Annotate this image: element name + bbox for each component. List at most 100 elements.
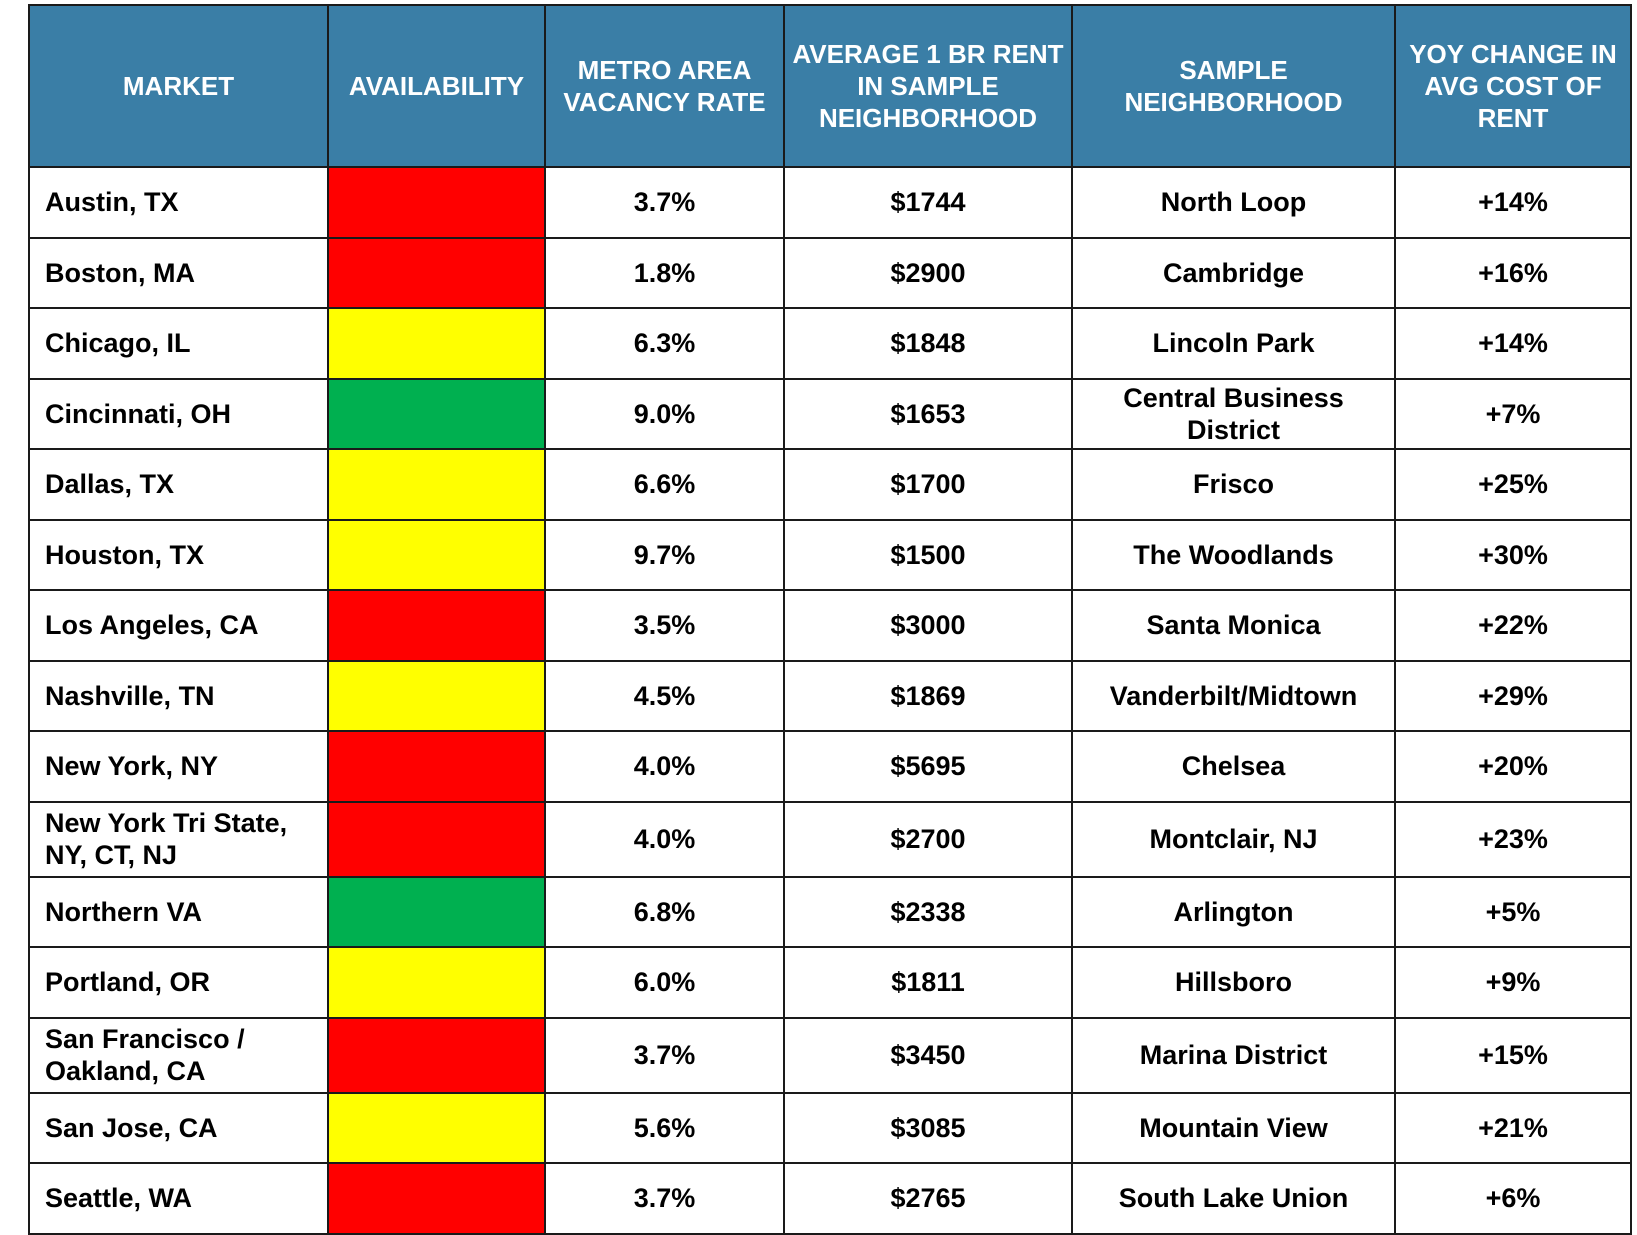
average-rent-cell: $2765 xyxy=(783,1162,1073,1235)
average-rent-cell: $1848 xyxy=(783,307,1073,380)
yoy-change-cell: +23% xyxy=(1394,800,1632,878)
table-row: San Jose, CA 5.6% $3085 Mountain View +21% xyxy=(28,1091,1632,1164)
availability-cell xyxy=(327,875,546,948)
vacancy-rate-cell: 1.8% xyxy=(544,236,785,309)
average-rent-cell: $3450 xyxy=(783,1016,1073,1094)
market-cell: Portland, OR xyxy=(28,946,329,1019)
neighborhood-cell: South Lake Union xyxy=(1071,1162,1396,1235)
market-cell: San Francisco / Oakland, CA xyxy=(28,1016,329,1094)
average-rent-cell: $5695 xyxy=(783,730,1073,803)
availability-cell xyxy=(327,946,546,1019)
vacancy-rate-cell: 3.5% xyxy=(544,589,785,662)
average-rent-cell: $2338 xyxy=(783,875,1073,948)
availability-cell xyxy=(327,307,546,380)
average-rent-cell: $1653 xyxy=(783,377,1073,450)
vacancy-rate-cell: 3.7% xyxy=(544,166,785,239)
market-cell: New York Tri State, NY, CT, NJ xyxy=(28,800,329,878)
table-row: Northern VA 6.8% $2338 Arlington +5% xyxy=(28,875,1632,948)
neighborhood-cell: Arlington xyxy=(1071,875,1396,948)
average-rent-cell: $1811 xyxy=(783,946,1073,1019)
average-rent-cell: $1500 xyxy=(783,518,1073,591)
yoy-change-cell: +7% xyxy=(1394,377,1632,450)
neighborhood-cell: Frisco xyxy=(1071,448,1396,521)
market-cell: Dallas, TX xyxy=(28,448,329,521)
market-cell: Northern VA xyxy=(28,875,329,948)
yoy-change-cell: +21% xyxy=(1394,1091,1632,1164)
table-row: Los Angeles, CA 3.5% $3000 Santa Monica +22% xyxy=(28,589,1632,662)
neighborhood-cell: Montclair, NJ xyxy=(1071,800,1396,878)
market-cell: Los Angeles, CA xyxy=(28,589,329,662)
col-header-yoy-change: YOY CHANGE IN AVG COST OF RENT xyxy=(1394,4,1632,168)
yoy-change-cell: +6% xyxy=(1394,1162,1632,1235)
yoy-change-cell: +25% xyxy=(1394,448,1632,521)
neighborhood-cell: Cambridge xyxy=(1071,236,1396,309)
average-rent-cell: $3000 xyxy=(783,589,1073,662)
table-row: Chicago, IL 6.3% $1848 Lincoln Park +14% xyxy=(28,307,1632,380)
market-cell: Cincinnati, OH xyxy=(28,377,329,450)
neighborhood-cell: North Loop xyxy=(1071,166,1396,239)
vacancy-rate-cell: 4.5% xyxy=(544,659,785,732)
header-row: MARKET AVAILABILITY METRO AREA VACANCY R… xyxy=(28,4,1632,168)
neighborhood-cell: Chelsea xyxy=(1071,730,1396,803)
availability-cell xyxy=(327,377,546,450)
neighborhood-cell: Santa Monica xyxy=(1071,589,1396,662)
table-row: Houston, TX 9.7% $1500 The Woodlands +30% xyxy=(28,518,1632,591)
neighborhood-cell: Hillsboro xyxy=(1071,946,1396,1019)
yoy-change-cell: +15% xyxy=(1394,1016,1632,1094)
table-row: New York Tri State, NY, CT, NJ 4.0% $2700 M… xyxy=(28,800,1632,878)
table-row: San Francisco / Oakland, CA 3.7% $3450 Mari… xyxy=(28,1016,1632,1094)
market-cell: Seattle, WA xyxy=(28,1162,329,1235)
yoy-change-cell: +20% xyxy=(1394,730,1632,803)
market-cell: Chicago, IL xyxy=(28,307,329,380)
vacancy-rate-cell: 6.0% xyxy=(544,946,785,1019)
availability-cell xyxy=(327,659,546,732)
vacancy-rate-cell: 6.8% xyxy=(544,875,785,948)
availability-cell xyxy=(327,1162,546,1235)
yoy-change-cell: +22% xyxy=(1394,589,1632,662)
col-header-market: MARKET xyxy=(28,4,329,168)
table-row: Cincinnati, OH 9.0% $1653 Central Business … xyxy=(28,377,1632,450)
table-row: Nashville, TN 4.5% $1869 Vanderbilt/Midtown… xyxy=(28,659,1632,732)
availability-cell xyxy=(327,589,546,662)
average-rent-cell: $3085 xyxy=(783,1091,1073,1164)
market-cell: Boston, MA xyxy=(28,236,329,309)
vacancy-rate-cell: 6.6% xyxy=(544,448,785,521)
vacancy-rate-cell: 3.7% xyxy=(544,1016,785,1094)
table-row: Dallas, TX 6.6% $1700 Frisco +25% xyxy=(28,448,1632,521)
vacancy-rate-cell: 9.0% xyxy=(544,377,785,450)
neighborhood-cell: Mountain View xyxy=(1071,1091,1396,1164)
yoy-change-cell: +14% xyxy=(1394,166,1632,239)
yoy-change-cell: +9% xyxy=(1394,946,1632,1019)
vacancy-rate-cell: 9.7% xyxy=(544,518,785,591)
yoy-change-cell: +16% xyxy=(1394,236,1632,309)
col-header-average-rent: AVERAGE 1 BR RENT IN SAMPLE NEIGHBORHOOD xyxy=(783,4,1073,168)
average-rent-cell: $2900 xyxy=(783,236,1073,309)
yoy-change-cell: +5% xyxy=(1394,875,1632,948)
average-rent-cell: $2700 xyxy=(783,800,1073,878)
col-header-vacancy-rate: METRO AREA VACANCY RATE xyxy=(544,4,785,168)
average-rent-cell: $1744 xyxy=(783,166,1073,239)
neighborhood-cell: Lincoln Park xyxy=(1071,307,1396,380)
table-row: Austin, TX 3.7% $1744 North Loop +14% xyxy=(28,166,1632,239)
table-row: New York, NY 4.0% $5695 Chelsea +20% xyxy=(28,730,1632,803)
neighborhood-cell: Marina District xyxy=(1071,1016,1396,1094)
market-cell: San Jose, CA xyxy=(28,1091,329,1164)
market-cell: New York, NY xyxy=(28,730,329,803)
col-header-sample-neighborhood: SAMPLE NEIGHBORHOOD xyxy=(1071,4,1396,168)
availability-cell xyxy=(327,448,546,521)
availability-cell xyxy=(327,1091,546,1164)
vacancy-rate-cell: 3.7% xyxy=(544,1162,785,1235)
average-rent-cell: $1869 xyxy=(783,659,1073,732)
table-row: Boston, MA 1.8% $2900 Cambridge +16% xyxy=(28,236,1632,309)
availability-cell xyxy=(327,800,546,878)
vacancy-rate-cell: 4.0% xyxy=(544,800,785,878)
market-cell: Houston, TX xyxy=(28,518,329,591)
vacancy-rate-cell: 6.3% xyxy=(544,307,785,380)
vacancy-rate-cell: 4.0% xyxy=(544,730,785,803)
neighborhood-cell: Central Business District xyxy=(1071,377,1396,450)
col-header-availability: AVAILABILITY xyxy=(327,4,546,168)
yoy-change-cell: +30% xyxy=(1394,518,1632,591)
vacancy-rate-cell: 5.6% xyxy=(544,1091,785,1164)
neighborhood-cell: The Woodlands xyxy=(1071,518,1396,591)
availability-cell xyxy=(327,236,546,309)
